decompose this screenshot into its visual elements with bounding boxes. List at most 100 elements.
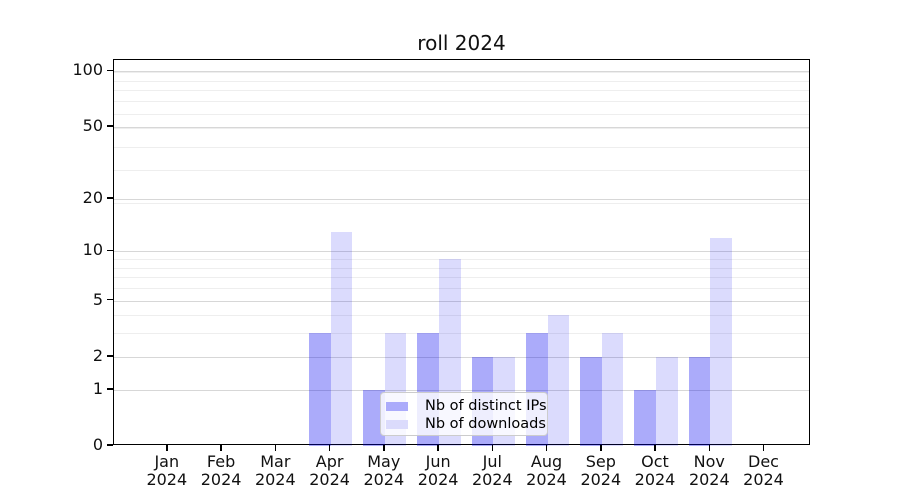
x-tick-label: Sep 2024 [566,453,636,489]
x-tick-year: 2024 [634,470,676,489]
x-tick-mark [166,445,168,451]
x-tick-month: Aug [530,452,563,471]
x-tick-month: May [367,452,401,471]
major-gridline [114,71,809,73]
y-tick-mark [107,197,113,199]
x-tick-mark [274,445,277,451]
x-tick-label: Oct 2024 [620,453,690,489]
x-tick-month: Mar [260,452,291,471]
x-tick-mark [654,445,656,451]
x-tick-mark [383,445,385,451]
x-tick-year: 2024 [688,470,730,489]
x-tick-mark [762,445,765,451]
y-tick-label: 100 [72,60,103,80]
bar-downloads [601,333,624,446]
y-tick-label: 5 [92,289,103,309]
bar-downloads [330,231,353,446]
y-tick-label: 1 [92,378,103,398]
minor-gridline [114,101,809,102]
legend-swatch-downloads [386,419,408,429]
legend-label-downloads: Nb of downloads [425,416,546,432]
minor-gridline [114,277,809,279]
minor-gridline [114,80,809,82]
x-tick-month: Jan [154,452,180,471]
x-tick-mark [328,445,331,451]
bar-distinct-ips [688,356,711,446]
x-tick-year: 2024 [580,470,622,489]
x-tick-label: May 2024 [349,453,419,489]
plot-area [113,59,810,446]
major-gridline [114,356,809,358]
major-gridline [114,389,809,391]
x-tick-label: Jul 2024 [457,453,527,489]
x-tick-year: 2024 [526,470,567,489]
x-tick-year: 2024 [743,470,784,489]
x-tick-month: Nov [693,452,725,471]
x-tick-year: 2024 [417,470,459,489]
y-tick-mark [107,388,113,390]
bar-downloads [710,237,732,446]
legend-item-distinct-ips: Nb of distinct IPs [386,397,547,415]
y-tick-mark [107,69,113,71]
x-tick-month: Jun [425,452,451,471]
minor-gridline [114,288,809,289]
y-tick-mark [107,298,113,301]
bar-downloads [547,315,570,446]
major-gridline [114,251,809,253]
minor-gridline [114,113,809,115]
bar-distinct-ips [363,389,385,446]
x-tick-year: 2024 [363,470,405,489]
chart-title: roll 2024 [417,31,506,55]
x-tick-month: Jul [482,452,502,471]
x-tick-month: Feb [206,452,236,471]
x-tick-month: Oct [641,452,669,471]
legend-label-distinct-ips: Nb of distinct IPs [425,398,547,414]
x-tick-label: Mar 2024 [240,453,310,489]
y-tick-label: 0 [92,435,103,454]
legend-swatch-distinct-ips [386,401,408,411]
x-tick-year: 2024 [146,470,188,489]
y-tick-mark [107,444,113,446]
major-gridline [114,300,809,302]
bar-downloads [656,356,678,446]
bar-distinct-ips [634,389,656,446]
x-tick-mark [545,445,548,451]
x-tick-label: Dec 2024 [729,453,799,489]
y-tick-label: 20 [82,187,103,207]
minor-gridline [114,259,809,260]
x-tick-year: 2024 [254,470,296,489]
minor-gridline [114,202,809,204]
legend: Nb of distinct IPs Nb of downloads [380,392,548,436]
major-gridline [114,198,809,200]
x-tick-month: Apr [315,452,344,471]
x-tick-year: 2024 [200,470,242,489]
y-tick-mark [107,125,113,127]
bar-distinct-ips [308,333,331,446]
minor-gridline [114,90,809,92]
minor-gridline [114,128,809,130]
x-tick-label: Nov 2024 [674,453,744,489]
minor-gridline [114,169,809,171]
minor-gridline [114,267,809,269]
x-tick-month: Sep [585,452,616,471]
x-tick-mark [708,445,710,451]
y-tick-label: 2 [92,345,103,365]
legend-item-downloads: Nb of downloads [386,415,547,433]
x-tick-mark [600,445,602,451]
minor-gridline [114,333,809,335]
x-tick-label: Aug 2024 [512,453,582,489]
x-tick-label: Feb 2024 [186,453,256,489]
x-tick-month: Dec [748,452,779,471]
x-tick-label: Jun 2024 [403,453,473,489]
x-tick-mark [437,445,439,451]
x-tick-year: 2024 [471,470,513,489]
bar-distinct-ips [580,356,602,446]
major-gridline [114,126,809,128]
y-tick-label: 50 [82,115,103,135]
minor-gridline [114,146,809,148]
y-tick-mark [107,355,113,357]
x-tick-label: Jan 2024 [132,453,202,489]
x-tick-mark [220,445,222,451]
x-tick-mark [491,445,494,451]
